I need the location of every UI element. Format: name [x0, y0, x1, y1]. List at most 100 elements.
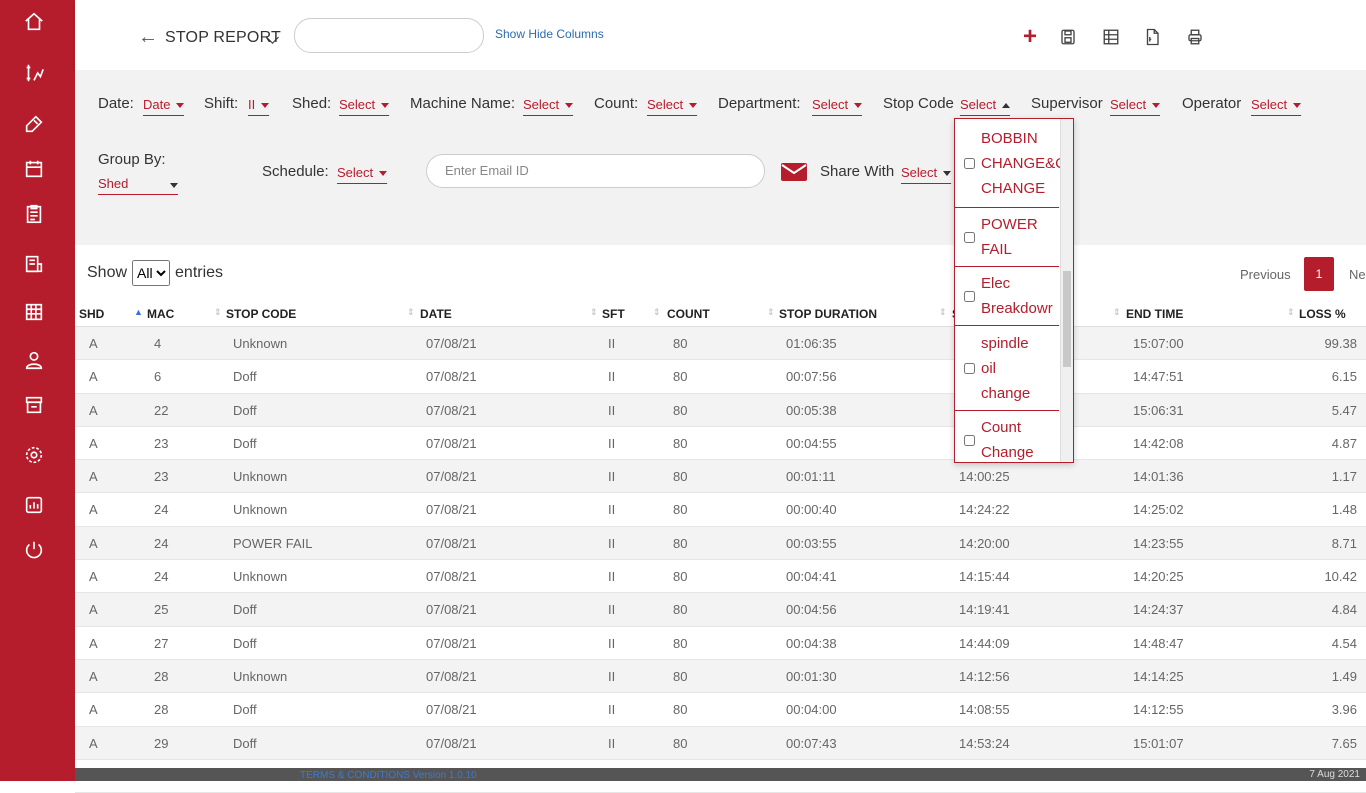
entries-select[interactable]: All [132, 260, 171, 286]
pdf-icon[interactable] [1141, 26, 1163, 48]
table-row[interactable]: A 25 Doff 07/08/21 II 80 00:04:56 14:19:41 14:24… [75, 593, 1366, 627]
user-icon[interactable] [22, 348, 46, 372]
home-icon[interactable] [22, 10, 46, 34]
shed-select[interactable]: Select [339, 97, 390, 116]
report-title[interactable]: STOP REPORT [165, 29, 282, 46]
col-stop-duration[interactable]: STOP DURATION [779, 307, 878, 321]
sort-icon[interactable]: ⇕ [214, 307, 222, 317]
settings-icon[interactable] [22, 443, 46, 467]
cell-loss-percent: 1.49 [1331, 668, 1357, 684]
date-select[interactable]: Date [143, 97, 185, 116]
stop-code-dropdown[interactable]: BOBBIN CHANGE&C CHANGE POWER FAIL Elec B… [954, 118, 1074, 463]
stop-code-option-spindle-oil-change[interactable]: spindle oil change [955, 326, 1059, 411]
email-input[interactable]: Enter Email ID [426, 154, 765, 188]
report-search-input[interactable] [294, 18, 484, 53]
grid-icon[interactable] [22, 300, 46, 324]
table-row[interactable]: A 27 Doff 07/08/21 II 80 00:04:38 14:44:09 14:48… [75, 626, 1366, 660]
cell-shd: A [89, 569, 98, 585]
cell-end-time: 14:12:55 [1133, 702, 1184, 718]
cell-loss-percent: 3.96 [1331, 702, 1357, 718]
mail-icon[interactable] [781, 162, 807, 182]
col-count[interactable]: COUNT [667, 307, 710, 321]
footer-links[interactable]: TERMS & CONDITIONS Version 1.0.10 [300, 770, 477, 781]
option-checkbox[interactable] [964, 157, 975, 169]
report-icon[interactable] [22, 493, 46, 517]
col-mac[interactable]: MAC [147, 307, 175, 321]
print-icon[interactable] [1184, 26, 1206, 48]
page-1-button[interactable]: 1 [1304, 257, 1334, 291]
cell-end-time: 14:48:47 [1133, 635, 1184, 651]
table-row[interactable]: A 23 Doff 07/08/21 II 80 00:04:55 14:42:08 4.87 [75, 426, 1366, 461]
option-label: BOBBIN CHANGE&C CHANGE [981, 129, 1067, 197]
stop-code-option-count-change[interactable]: Count Change [955, 411, 1059, 462]
option-checkbox[interactable] [964, 434, 975, 446]
save-icon[interactable] [1057, 26, 1079, 48]
stop-code-option-bobbin-change[interactable]: BOBBIN CHANGE&C CHANGE [955, 119, 1066, 208]
machine-name-select[interactable]: Select [523, 97, 574, 116]
scrollbar-thumb[interactable] [1063, 271, 1071, 367]
sort-icon[interactable]: ⇕ [653, 307, 661, 317]
table-row[interactable]: A 24 POWER FAIL 07/08/21 II 80 00:03:55 14:20:0… [75, 526, 1366, 561]
shift-select[interactable]: II [248, 97, 270, 116]
tool-icon[interactable] [22, 112, 46, 136]
col-stop-code[interactable]: STOP CODE [226, 307, 297, 321]
operator-select[interactable]: Select [1251, 97, 1302, 116]
col-end-time[interactable]: END TIME [1126, 307, 1184, 321]
table-row[interactable]: A 29 Doff 07/08/21 II 80 00:07:43 14:53:24 15:01… [75, 726, 1366, 760]
option-checkbox[interactable] [964, 290, 975, 302]
col-sft[interactable]: SFT [602, 307, 625, 321]
sort-icon[interactable]: ⇕ [767, 307, 775, 317]
col-date[interactable]: DATE [420, 307, 452, 321]
table-row[interactable]: A 4 Unknown 07/08/21 II 80 01:06:35 15:07:00 99.… [75, 327, 1366, 361]
stop-code-option-elec-breakdown[interactable]: Elec Breakdowr [955, 267, 1059, 326]
col-shd[interactable]: SHD [79, 307, 105, 321]
power-icon[interactable] [22, 538, 46, 562]
footer: TERMS & CONDITIONS Version 1.0.10 7 Aug … [75, 768, 1366, 781]
department-select[interactable]: Select [812, 97, 863, 116]
cell-loss-percent: 10.42 [1324, 569, 1357, 585]
sort-icon[interactable]: ⇕ [590, 307, 598, 317]
spindle-chart-icon[interactable] [22, 61, 46, 85]
previous-page-button[interactable]: Previous [1240, 267, 1291, 282]
cell-sft: II [608, 535, 616, 551]
sort-icon[interactable]: ⇕ [407, 307, 415, 317]
clipboard-icon[interactable] [22, 202, 46, 226]
sort-icon[interactable]: ⇕ [1113, 307, 1121, 317]
supervisor-select[interactable]: Select [1110, 97, 1161, 116]
cell-stop-duration: 00:04:55 [786, 435, 837, 451]
machine-icon[interactable] [22, 252, 46, 276]
store-icon[interactable] [22, 393, 46, 417]
option-checkbox[interactable] [964, 231, 975, 243]
table-row[interactable]: A 24 Unknown 07/08/21 II 80 00:00:40 14:24:22 14… [75, 493, 1366, 527]
table-row[interactable]: A 28 Unknown 07/08/21 II 80 00:01:30 14:12:56 14… [75, 659, 1366, 694]
calendar-icon[interactable] [22, 157, 46, 181]
cell-end-time: 15:01:07 [1133, 735, 1184, 751]
table-row[interactable]: A 28 Doff 07/08/21 II 80 00:04:00 14:08:55 14:12… [75, 693, 1366, 727]
table-row[interactable]: A 23 Unknown 07/08/21 II 80 00:01:11 14:00:25 14… [75, 460, 1366, 494]
add-icon[interactable]: + [1022, 23, 1037, 50]
cell-count: 80 [673, 402, 688, 418]
col-loss-percent[interactable]: LOSS % [1299, 307, 1346, 321]
sort-asc-icon[interactable]: ▲ [134, 307, 143, 317]
excel-icon[interactable] [1100, 26, 1122, 48]
dropdown-scrollbar[interactable] [1060, 119, 1073, 462]
count-select[interactable]: Select [647, 97, 698, 116]
table-row[interactable]: A 24 Unknown 07/08/21 II 80 00:04:41 14:15:44 14… [75, 560, 1366, 594]
cell-stop-code: Doff [233, 602, 257, 618]
schedule-select[interactable]: Select [337, 165, 388, 184]
entries-control: Show All entries [87, 260, 223, 286]
option-checkbox[interactable] [964, 362, 975, 374]
table-row[interactable]: A 22 Doff 07/08/21 II 80 00:05:38 15:06:31 5.47 [75, 393, 1366, 427]
stop-code-option-power-fail[interactable]: POWER FAIL [955, 208, 1059, 267]
stop-code-select[interactable]: Select [960, 97, 1011, 116]
group-by-select[interactable]: Shed [98, 176, 178, 195]
next-page-button[interactable]: Ne [1349, 267, 1366, 282]
table-row[interactable]: A 6 Doff 07/08/21 II 80 00:07:56 14:47:51 6.15 [75, 360, 1366, 394]
sort-icon[interactable]: ⇕ [939, 307, 947, 317]
sort-icon[interactable]: ⇕ [1287, 307, 1295, 317]
share-with-select[interactable]: Select [901, 165, 952, 184]
back-arrow-icon[interactable]: ← [138, 26, 158, 48]
show-hide-columns-link[interactable]: Show Hide Columns [495, 27, 604, 41]
supervisor-label: Supervisor [1031, 95, 1103, 112]
cell-date: 07/08/21 [426, 635, 477, 651]
